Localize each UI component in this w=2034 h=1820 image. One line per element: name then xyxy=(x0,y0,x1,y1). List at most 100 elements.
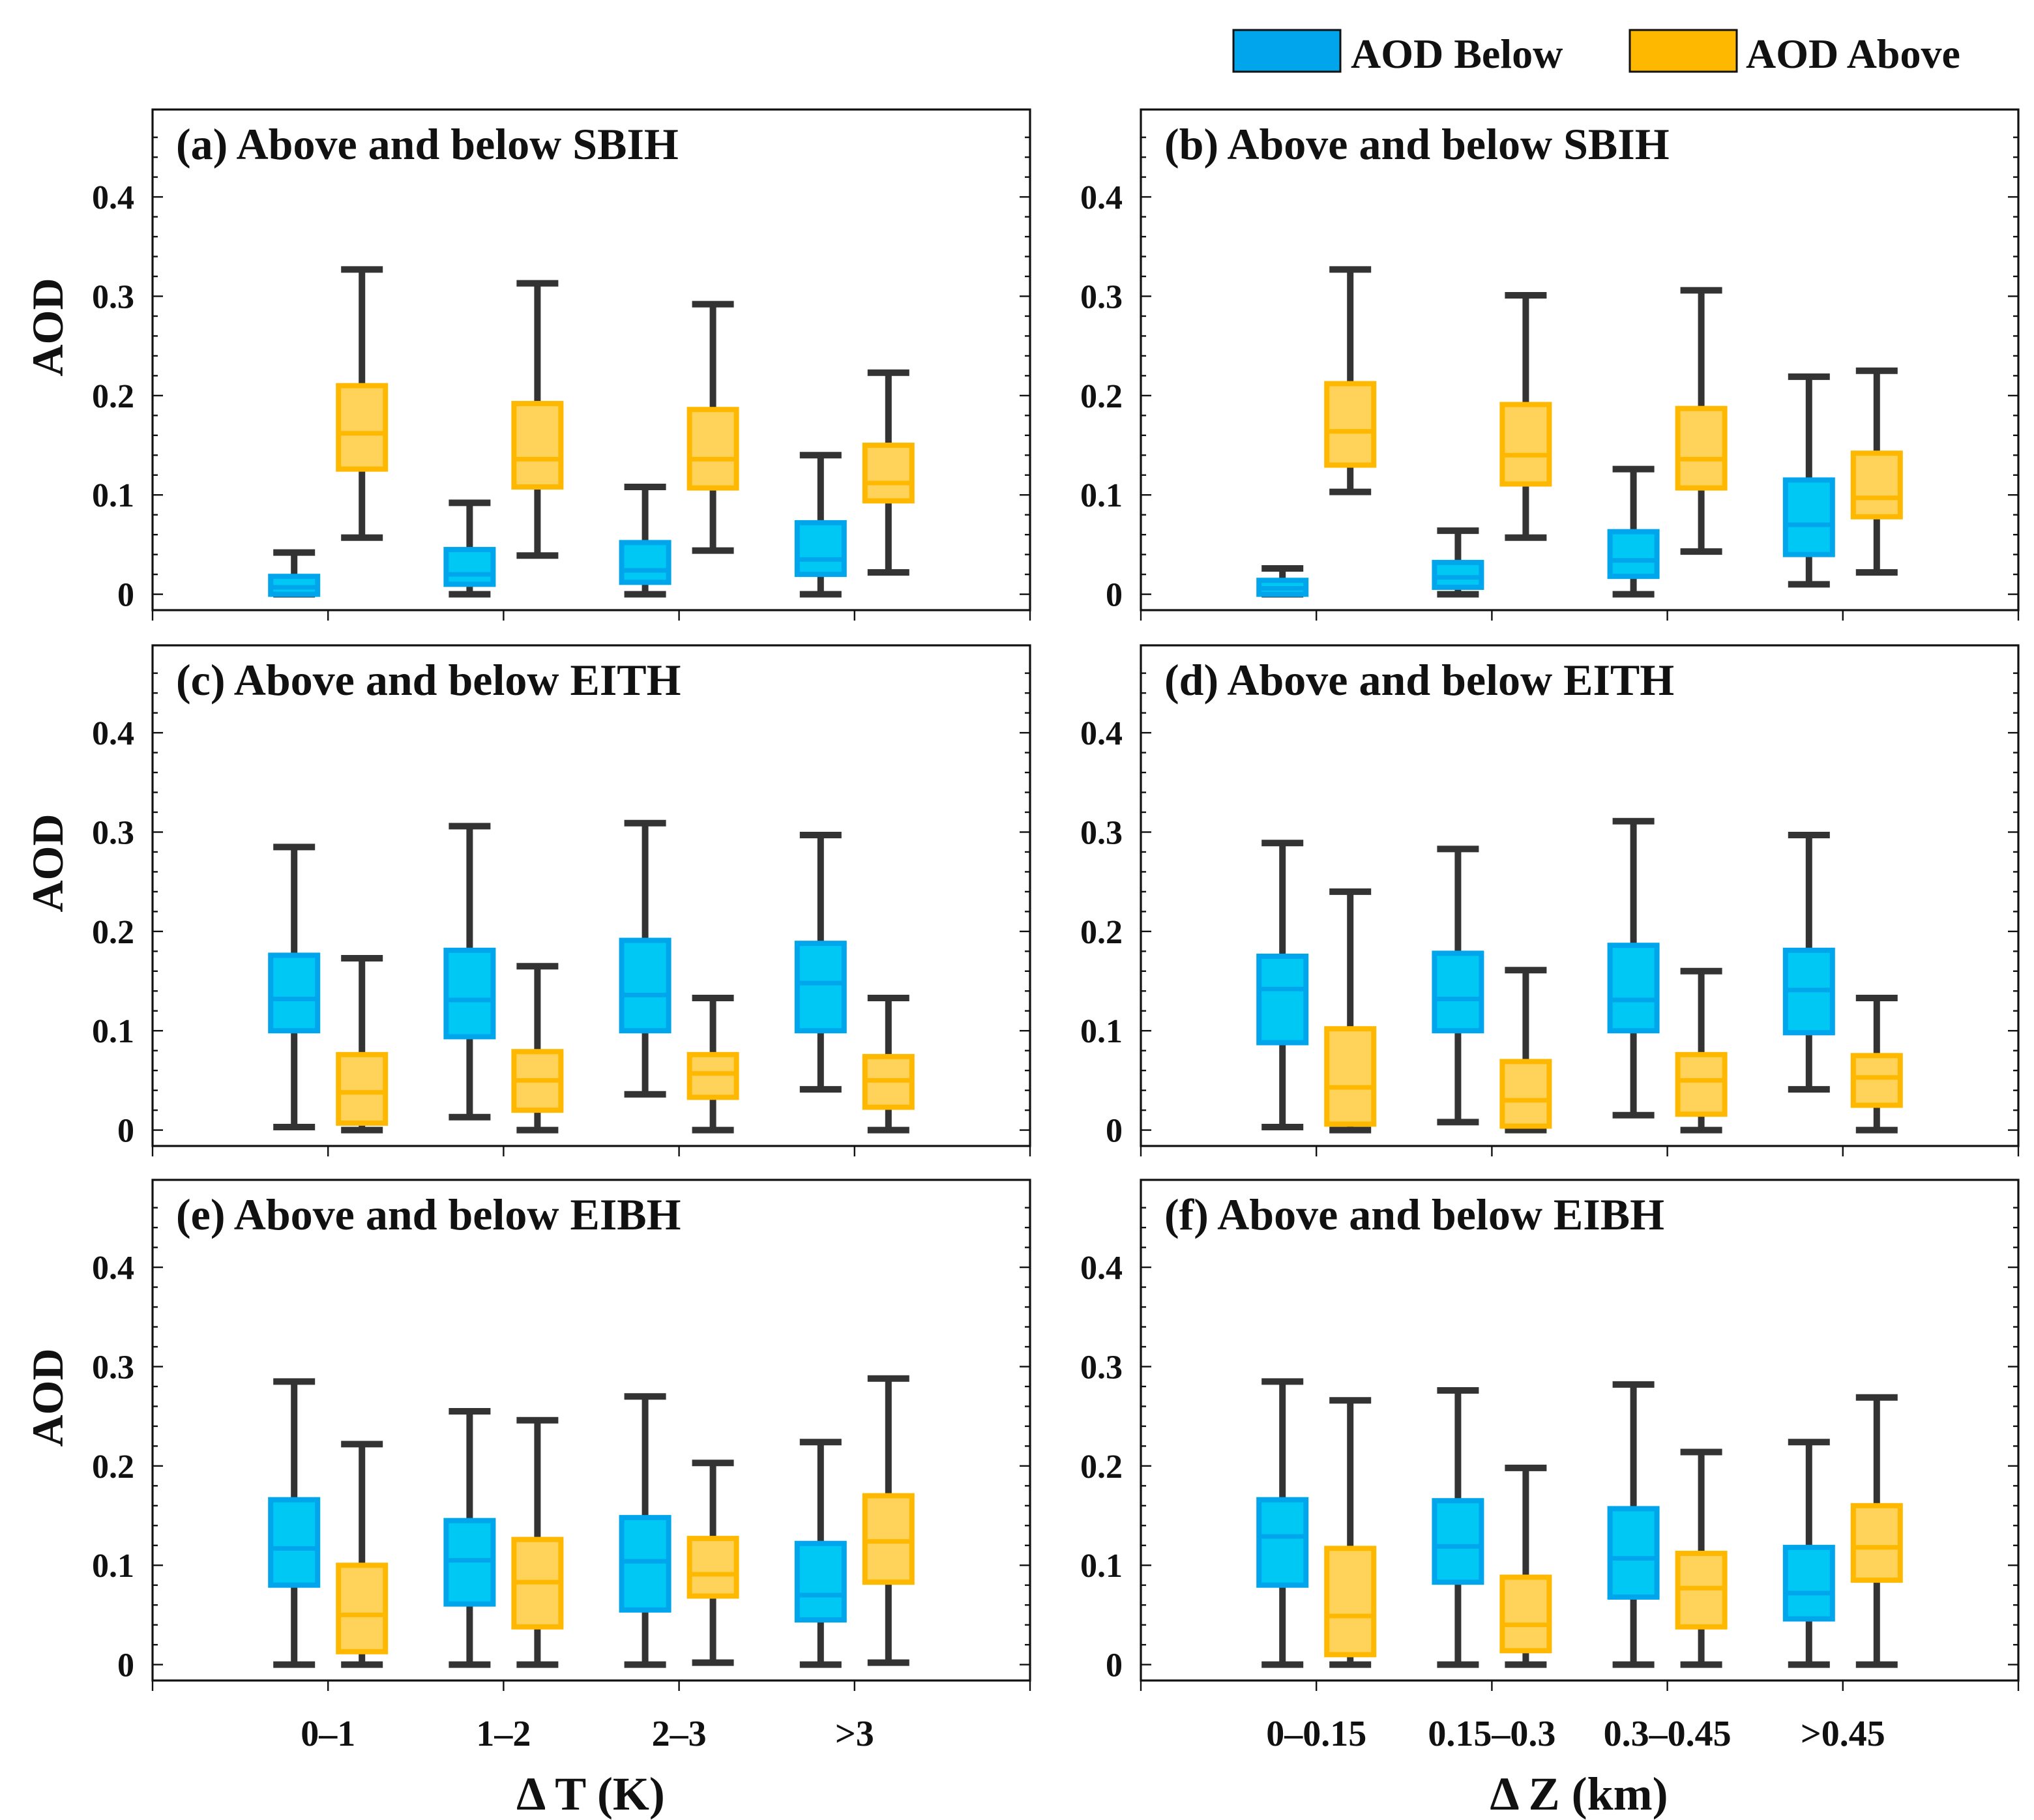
plot-frame xyxy=(151,108,1031,611)
box-below-2 xyxy=(443,1408,496,1668)
iqr-box xyxy=(336,383,389,472)
iqr-box xyxy=(268,1497,321,1588)
box-above-3 xyxy=(686,1460,739,1666)
iqr-box xyxy=(1850,1053,1903,1108)
iqr-box xyxy=(794,520,847,578)
iqr-box xyxy=(862,1493,915,1585)
iqr-box xyxy=(619,540,671,585)
x-tick-label: >0.45 xyxy=(1801,1714,1885,1754)
iqr-box xyxy=(1607,943,1660,1034)
x-axis-title-left: Δ T (K) xyxy=(516,1768,665,1820)
box-below-4 xyxy=(794,832,847,1093)
y-tick-label: 0.1 xyxy=(1080,1013,1123,1050)
box-below-3 xyxy=(1607,465,1660,598)
iqr-box xyxy=(1782,1544,1835,1622)
iqr-box xyxy=(1256,1497,1309,1588)
legend-label-below: AOD Below xyxy=(1351,31,1563,77)
y-tick-label: 0.3 xyxy=(92,278,134,316)
iqr-box xyxy=(443,947,496,1040)
iqr-box xyxy=(1607,1506,1660,1600)
plot-frame xyxy=(151,1179,1031,1682)
box-above-4 xyxy=(862,1375,915,1666)
iqr-box xyxy=(1850,1503,1903,1583)
y-tick-label: 0.2 xyxy=(92,1448,134,1486)
box-below-2 xyxy=(1432,1387,1484,1668)
y-tick-label: 0.1 xyxy=(92,1013,134,1050)
iqr-box xyxy=(1782,477,1835,557)
iqr-box xyxy=(619,1515,671,1613)
box-above-4 xyxy=(862,994,915,1134)
iqr-box xyxy=(619,937,671,1034)
y-tick-label: 0 xyxy=(117,1113,134,1150)
y-tick-label: 0 xyxy=(1106,577,1123,614)
iqr-box xyxy=(1324,1546,1377,1658)
x-tick-label: 0.3–0.45 xyxy=(1604,1714,1732,1754)
plot-frame xyxy=(151,644,1031,1147)
y-axis-title: AOD xyxy=(23,278,72,376)
y-tick-label: 0.3 xyxy=(1080,1349,1123,1386)
box-below-1 xyxy=(268,1378,321,1668)
box-below-3 xyxy=(619,819,671,1098)
y-tick-label: 0.3 xyxy=(92,814,134,851)
box-above-1 xyxy=(1324,888,1377,1134)
box-above-3 xyxy=(1675,1448,1728,1668)
legend-swatch-below xyxy=(1232,29,1342,73)
box-below-4 xyxy=(794,1439,847,1668)
box-above-1 xyxy=(336,266,389,541)
y-tick-label: 0.4 xyxy=(92,179,134,216)
y-tick-label: 0.2 xyxy=(1080,914,1123,951)
panel-f: 0 0.1 0.2 0.3 0.4 0–0.15 0.15–0.3 0.3–0.45 >0.45… xyxy=(1080,1179,2020,1754)
y-tick-label: 0 xyxy=(1106,1647,1123,1684)
panel-a: 0 0.1 0.2 0.3 0.4 (a) Above and below SBIH AOD xyxy=(23,108,1031,621)
panel-title: (f) Above and below EIBH xyxy=(1164,1190,1664,1239)
plot-frame xyxy=(1140,108,2020,611)
iqr-box xyxy=(511,401,564,490)
plot-frame xyxy=(1140,644,2020,1147)
box-below-2 xyxy=(443,499,496,598)
y-tick-label: 0 xyxy=(1106,1113,1123,1150)
box-above-2 xyxy=(511,963,564,1134)
box-below-1 xyxy=(1256,840,1309,1131)
iqr-box xyxy=(1675,405,1728,491)
x-tick-label: 1–2 xyxy=(476,1714,531,1754)
plot-frame xyxy=(1140,1179,2020,1682)
y-tick-label: 0.3 xyxy=(1080,278,1123,316)
x-tick-label: 0–1 xyxy=(301,1714,355,1754)
box-below-2 xyxy=(1432,527,1484,598)
y-tick-label: 0.4 xyxy=(1080,1250,1123,1287)
box-below-4 xyxy=(1782,832,1835,1093)
iqr-box xyxy=(1850,450,1903,520)
iqr-box xyxy=(1432,950,1484,1034)
box-above-2 xyxy=(511,280,564,559)
x-axis-title-right: Δ Z (km) xyxy=(1490,1768,1668,1820)
iqr-box xyxy=(1499,1574,1552,1654)
y-tick-label: 0.2 xyxy=(1080,1448,1123,1486)
box-below-4 xyxy=(1782,373,1835,588)
box-below-1 xyxy=(268,844,321,1131)
y-tick-label: 0.4 xyxy=(1080,715,1123,752)
legend: AOD Below AOD Above xyxy=(1232,29,1960,77)
box-below-1 xyxy=(1256,1378,1309,1668)
iqr-box xyxy=(1607,529,1660,580)
box-above-2 xyxy=(1499,967,1552,1134)
iqr-box xyxy=(268,952,321,1034)
iqr-box xyxy=(686,1051,739,1100)
y-tick-label: 0.3 xyxy=(1080,814,1123,851)
y-tick-label: 0.2 xyxy=(92,914,134,951)
panel-title: (b) Above and below SBIH xyxy=(1164,119,1670,169)
y-axis-title: AOD xyxy=(23,814,72,912)
iqr-box xyxy=(1432,559,1484,590)
iqr-box xyxy=(686,407,739,491)
box-above-3 xyxy=(686,301,739,554)
x-tick-label: 2–3 xyxy=(652,1714,707,1754)
iqr-box xyxy=(1324,381,1377,468)
y-tick-label: 0.1 xyxy=(1080,1548,1123,1585)
box-above-4 xyxy=(862,369,915,576)
iqr-box xyxy=(794,941,847,1034)
iqr-box xyxy=(794,1540,847,1623)
box-below-2 xyxy=(1432,845,1484,1126)
box-below-2 xyxy=(443,823,496,1121)
panel-e: 0 0.1 0.2 0.3 0.4 0–1 1–2 2–3 >3 (e) Above and be… xyxy=(23,1179,1031,1754)
y-axis-title: AOD xyxy=(23,1348,72,1446)
